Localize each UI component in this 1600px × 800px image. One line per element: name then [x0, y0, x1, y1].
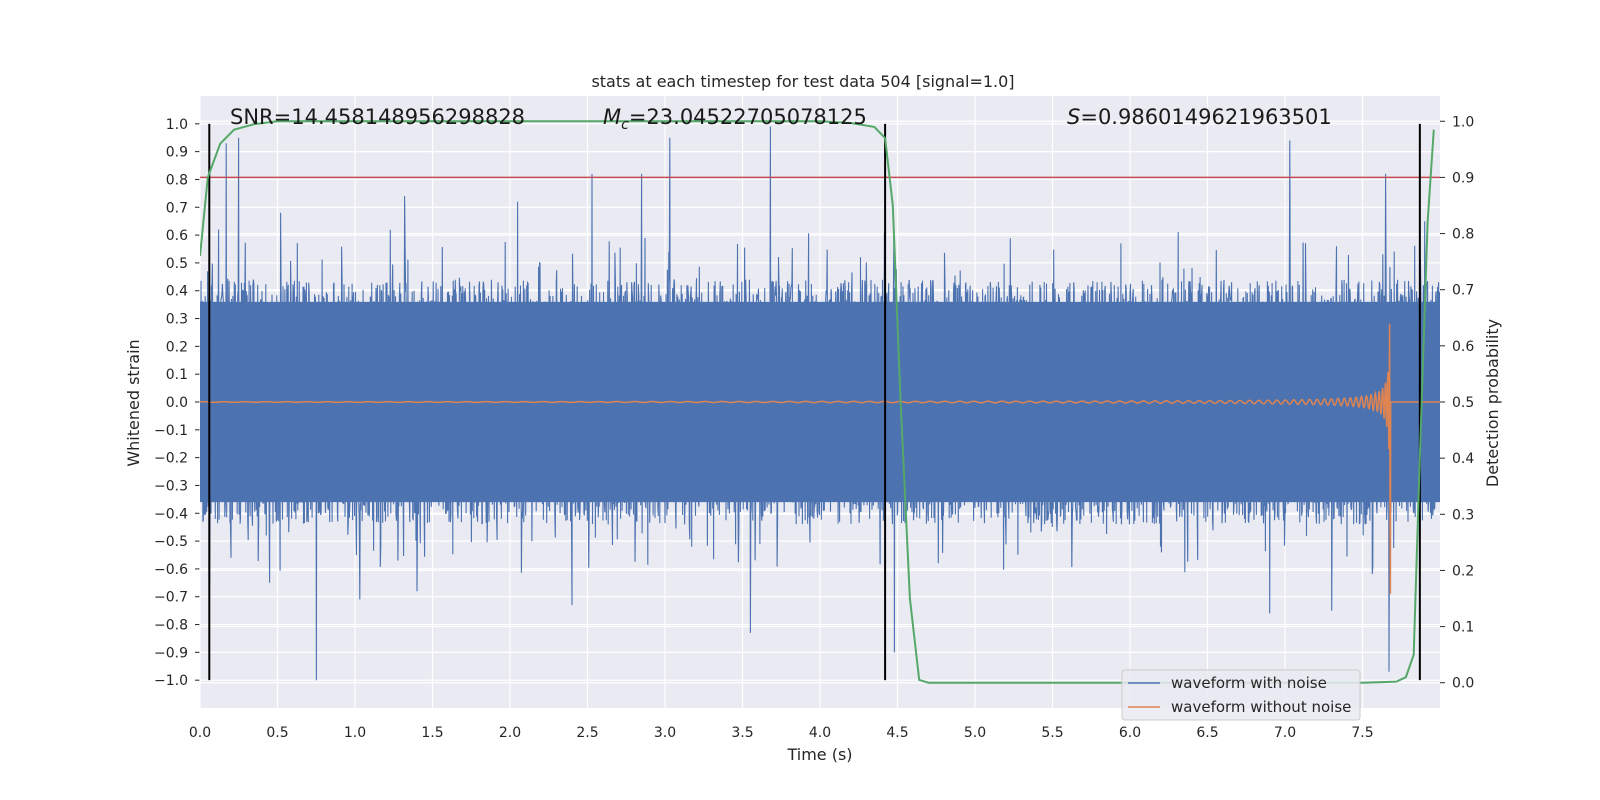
x-tick-label: 4.0 — [809, 725, 831, 741]
y-tick-label: 0.9 — [166, 145, 188, 161]
y-tick-label: 0.6 — [166, 228, 188, 244]
x-tick-label: 2.5 — [576, 725, 598, 741]
x-tick-label: 6.5 — [1196, 725, 1218, 741]
y2-tick-label: 0.4 — [1452, 451, 1474, 467]
s-symbol: S — [1067, 105, 1080, 129]
x-tick-label: 5.0 — [964, 725, 986, 741]
y2-tick-label: 0.8 — [1452, 227, 1474, 243]
chart-title: stats at each timestep for test data 504… — [591, 72, 1014, 91]
y-tick-label: 0.1 — [166, 367, 188, 383]
x-tick-label: 1.0 — [344, 725, 366, 741]
y-axis-label: Whitened strain — [124, 339, 143, 466]
annotation-chirp-mass: Mc=23.04522705078125 — [603, 105, 867, 133]
y2-tick-label: 0.2 — [1452, 563, 1474, 579]
y2-tick-label: 0.1 — [1452, 620, 1474, 636]
x-tick-label: 6.0 — [1119, 725, 1141, 741]
x-tick-label: 3.0 — [654, 725, 676, 741]
y2-tick-label: 0.9 — [1452, 170, 1474, 186]
x-tick-label: 0.5 — [266, 725, 288, 741]
y-tick-label: −0.3 — [154, 478, 188, 494]
annotation-score: S=0.9860149621963501 — [1067, 105, 1332, 129]
y-tick-label: 0.8 — [166, 172, 188, 188]
y-tick-label: −0.9 — [154, 645, 188, 661]
y-tick-label: 0.0 — [166, 395, 188, 411]
y2-tick-label: 0.6 — [1452, 339, 1474, 355]
x-tick-label: 7.5 — [1351, 725, 1373, 741]
y-tick-label: −0.5 — [154, 534, 188, 550]
y-tick-label: 0.4 — [166, 284, 188, 300]
y-tick-label: −0.4 — [154, 506, 188, 522]
y-tick-label: 0.7 — [166, 200, 188, 216]
s-value: =0.9860149621963501 — [1080, 105, 1331, 129]
y2-tick-label: 0.5 — [1452, 395, 1474, 411]
y-tick-label: −0.1 — [154, 423, 188, 439]
x-tick-label: 0.0 — [189, 725, 211, 741]
y2-tick-label: 0.0 — [1452, 676, 1474, 692]
y-tick-label: 1.0 — [166, 117, 188, 133]
x-axis-label: Time (s) — [786, 745, 852, 764]
x-tick-label: 1.5 — [421, 725, 443, 741]
x-tick-label: 4.5 — [886, 725, 908, 741]
clean-line — [200, 323, 1440, 594]
legend-box — [1121, 669, 1361, 721]
probability-line — [200, 120, 1435, 684]
annotation-snr: SNR=14.458148956298828 — [230, 105, 525, 129]
y-tick-label: −0.2 — [154, 451, 188, 467]
y2-axis-label: Detection probability — [1483, 319, 1502, 487]
y-tick-label: −0.7 — [154, 590, 188, 606]
y-tick-label: −0.8 — [154, 618, 188, 634]
legend-label-noise: waveform with noise — [1171, 674, 1327, 692]
x-tick-label: 7.0 — [1274, 725, 1296, 741]
vertical-markers — [208, 123, 1421, 681]
y-tick-label: −0.6 — [154, 562, 188, 578]
y-tick-label: 0.3 — [166, 312, 188, 328]
noise-line — [200, 126, 1440, 681]
y-tick-labels: 1.0 0.9 0.8 0.7 0.6 0.5 0.4 0.3 0.2 0.1 0.0 −0.1 −0.… — [154, 117, 188, 689]
y-tick-label: 0.2 — [166, 339, 188, 355]
series-detection-probability — [200, 120, 1435, 684]
y-tick-label: −1.0 — [154, 673, 188, 689]
x-tick-label: 2.0 — [499, 725, 521, 741]
y-tick-label: 0.5 — [166, 256, 188, 272]
series-waveform-without-noise — [200, 323, 1440, 594]
legend: waveform with noise waveform without noi… — [1121, 669, 1361, 721]
mc-subscript: c — [621, 117, 629, 133]
y2-tick-labels: 1.0 0.9 0.8 0.7 0.6 0.5 0.4 0.3 0.2 0.1 0.0 — [1452, 114, 1474, 691]
y2-tick-label: 0.3 — [1452, 507, 1474, 523]
x-tick-label: 5.5 — [1041, 725, 1063, 741]
mc-value: =23.04522705078125 — [629, 105, 867, 129]
legend-label-clean: waveform without noise — [1171, 698, 1351, 716]
x-tick-label: 3.5 — [731, 725, 753, 741]
y2-tick-label: 1.0 — [1452, 114, 1474, 130]
mc-symbol: M — [603, 105, 621, 129]
y2-tick-label: 0.7 — [1452, 283, 1474, 299]
x-tick-labels: 0.0 0.5 1.0 1.5 2.0 2.5 3.0 3.5 4.0 4.5 5.0 5.5 6.0 6… — [189, 725, 1374, 741]
